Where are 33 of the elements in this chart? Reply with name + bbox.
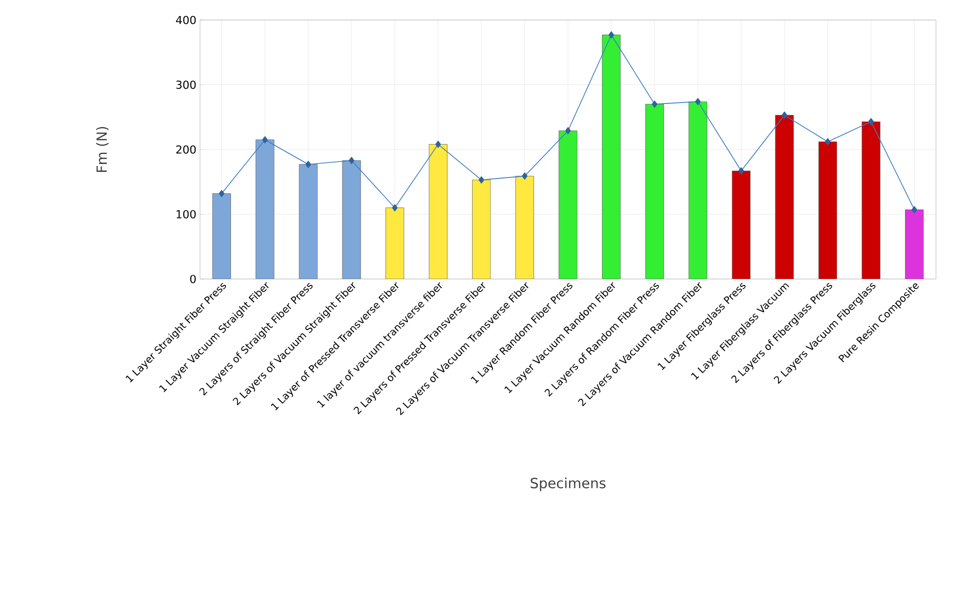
bar	[472, 180, 491, 279]
y-tick-label: 0	[190, 274, 196, 284]
point	[565, 127, 571, 134]
bar	[775, 114, 794, 279]
bar	[732, 170, 750, 279]
y-axis-title: Fm (N)	[96, 126, 109, 172]
point	[652, 100, 658, 108]
point	[218, 190, 224, 198]
bar	[386, 208, 404, 279]
bar	[602, 34, 621, 279]
y-tick-label: 300	[176, 80, 196, 89]
point	[608, 31, 614, 38]
point	[305, 160, 312, 168]
point	[738, 167, 744, 174]
point	[478, 176, 484, 184]
x-axis-title: Specimens	[530, 478, 606, 492]
bar	[688, 101, 708, 279]
point	[782, 112, 788, 119]
bar	[256, 140, 274, 279]
point	[392, 204, 398, 212]
y-tick-label: 200	[176, 145, 196, 154]
point	[262, 136, 268, 144]
point	[435, 140, 441, 148]
point	[695, 98, 701, 106]
bar	[428, 144, 448, 279]
bar	[905, 210, 924, 279]
point	[824, 138, 831, 146]
point	[912, 206, 918, 214]
point	[522, 172, 528, 180]
point	[348, 156, 354, 164]
y-tick-label: 400	[176, 16, 196, 24]
y-tick-label: 100	[176, 210, 196, 218]
point	[868, 118, 874, 126]
